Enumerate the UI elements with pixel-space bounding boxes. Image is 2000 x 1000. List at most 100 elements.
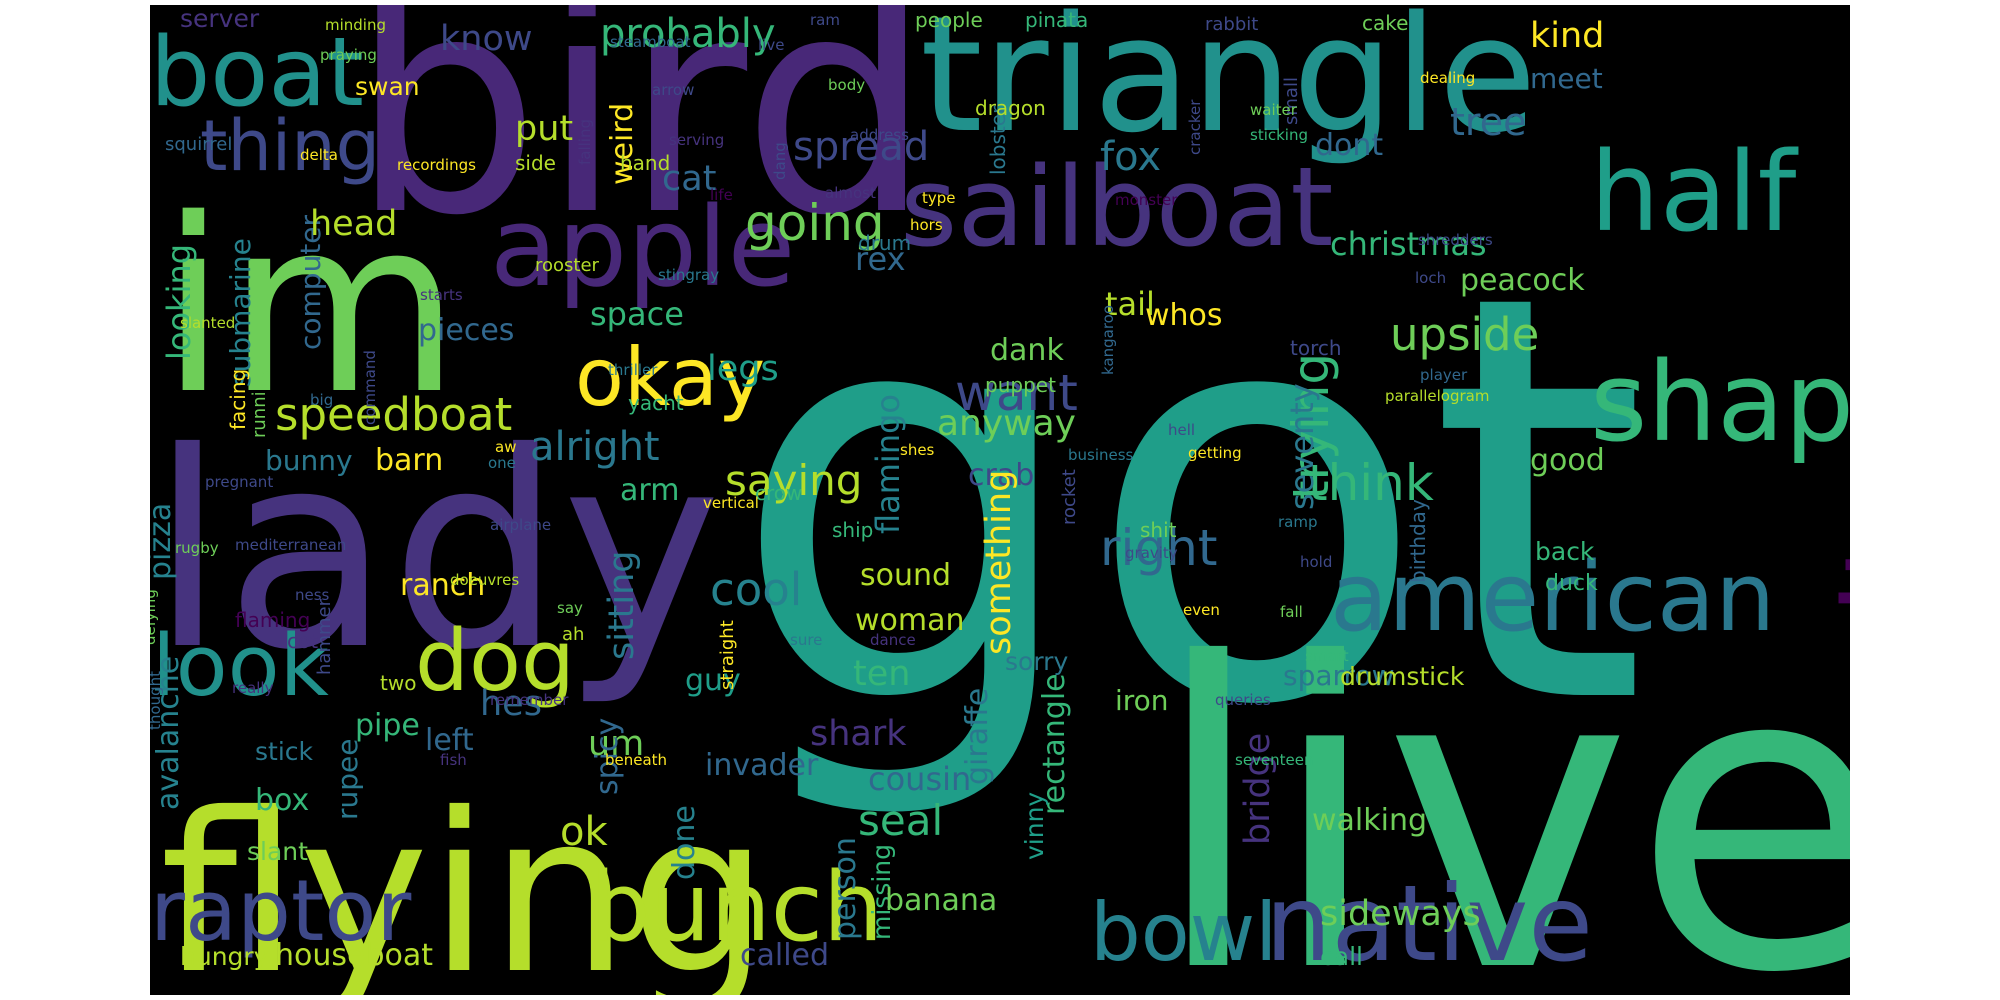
word-thought: thought bbox=[150, 671, 164, 730]
word-drumstick: drumstick bbox=[1340, 662, 1465, 691]
word-thing: thing bbox=[200, 105, 380, 187]
word-dealing: dealing bbox=[1420, 69, 1475, 87]
word-um: um bbox=[588, 724, 644, 764]
word-shark: shark bbox=[810, 714, 907, 754]
word-boat: boat bbox=[150, 18, 364, 128]
word-ship: ship bbox=[832, 518, 873, 542]
word-hold: hold bbox=[1300, 553, 1332, 571]
word-cloud-canvas: gotlivebirdflyingtriangleimladysailboatb… bbox=[150, 5, 1850, 995]
word-apple: apple bbox=[490, 183, 795, 311]
word-rectangle: rectangle bbox=[1037, 673, 1072, 815]
word-alright: alright bbox=[530, 424, 660, 470]
word-raptor: raptor bbox=[150, 862, 411, 961]
word-kangaroo: kangaroo bbox=[1099, 305, 1117, 375]
word-steamboat: steamboat bbox=[610, 33, 691, 51]
word-thriller: thriller bbox=[608, 361, 658, 379]
word-person: person bbox=[828, 837, 863, 940]
word-spread: spread bbox=[793, 124, 929, 170]
word-invader: invader bbox=[705, 748, 819, 783]
word-seal: seal bbox=[858, 796, 943, 845]
word-facing: facing bbox=[226, 369, 250, 430]
word-smart: smart bbox=[1305, 647, 1349, 665]
word-computer: computer bbox=[294, 214, 327, 350]
word-doeuvres: doeuvres bbox=[450, 571, 519, 589]
word-something: something bbox=[979, 470, 1019, 655]
word-shredders: shredders bbox=[1418, 231, 1493, 249]
word-almost: almost bbox=[825, 184, 876, 202]
word-bunch: bunch bbox=[590, 853, 883, 963]
word-seventeen: seventeen bbox=[1235, 751, 1314, 769]
word-dog: dog bbox=[415, 612, 575, 711]
word-look: look bbox=[152, 617, 329, 716]
word-put: put bbox=[515, 109, 573, 149]
word-called: called bbox=[740, 938, 829, 973]
word-aw: aw bbox=[495, 438, 516, 456]
word-swan: swan bbox=[355, 72, 420, 101]
word-think: think bbox=[1308, 454, 1434, 512]
word-rex: rex bbox=[855, 240, 906, 278]
word-life: life bbox=[710, 186, 733, 204]
word-trying: trying bbox=[1282, 353, 1340, 500]
word-ranch: ranch bbox=[400, 568, 485, 603]
word-people: people bbox=[915, 8, 983, 32]
word-got: got bbox=[730, 176, 1648, 828]
word-right: right bbox=[1100, 519, 1217, 577]
word-sideways: sideways bbox=[1320, 894, 1481, 934]
word-say: say bbox=[557, 599, 583, 617]
word-defying: defying bbox=[150, 589, 159, 645]
word-praying: praying bbox=[320, 46, 377, 64]
word-avalanche: avalanche bbox=[151, 656, 186, 810]
word-sailboat: sailboat bbox=[900, 143, 1334, 271]
word-dont: dont bbox=[1315, 128, 1383, 163]
word-box: box bbox=[255, 783, 309, 818]
word-dank: dank bbox=[990, 333, 1064, 368]
word-im: im bbox=[160, 167, 460, 447]
word-houseboat: houseboat bbox=[275, 938, 433, 973]
word-woman: woman bbox=[855, 603, 965, 638]
word-waiter: waiter bbox=[1250, 101, 1298, 119]
word-giraffe: giraffe bbox=[960, 688, 995, 785]
word-puppet: puppet bbox=[985, 373, 1056, 397]
word-american: american bbox=[1330, 543, 1775, 653]
word-okay: okay bbox=[575, 331, 765, 424]
word-body: body bbox=[828, 76, 865, 94]
word-dance: dance bbox=[870, 631, 916, 649]
word-left: left bbox=[425, 723, 474, 758]
word-probably: probably bbox=[600, 11, 776, 57]
word-arm: arm bbox=[620, 473, 679, 508]
word-sticking: sticking bbox=[1250, 126, 1308, 144]
word-lobster: lobster bbox=[986, 105, 1010, 175]
word-serving: serving bbox=[669, 131, 724, 149]
word-shes: shes bbox=[900, 441, 935, 459]
word-crab: crab bbox=[968, 458, 1034, 493]
word-squirrel: squirrel bbox=[165, 134, 232, 155]
word-barn: barn bbox=[375, 443, 443, 478]
word-arrow: arrow bbox=[652, 81, 694, 99]
word-call: call bbox=[1320, 942, 1363, 971]
word-cousin: cousin bbox=[868, 760, 971, 798]
word-native: native bbox=[1265, 863, 1593, 985]
word-remember: remember bbox=[490, 691, 569, 709]
word-flying: flying bbox=[160, 766, 769, 995]
word-weird: weird bbox=[605, 103, 640, 185]
word-done: done bbox=[667, 805, 702, 880]
word-delta: delta bbox=[300, 146, 338, 164]
word-whos: whos bbox=[1145, 298, 1223, 333]
word-torch: torch bbox=[1290, 336, 1342, 360]
word-cake: cake bbox=[1362, 11, 1408, 35]
word-command: command bbox=[361, 350, 379, 425]
word-drum: drum bbox=[858, 231, 911, 255]
word-pinata: pinata bbox=[1025, 8, 1088, 32]
word-slant: slant bbox=[247, 837, 308, 866]
word-getting: getting bbox=[1188, 444, 1242, 462]
word-bird: bird bbox=[350, 5, 932, 281]
word-running: running bbox=[249, 369, 270, 438]
word-hungry: hungry bbox=[180, 942, 269, 971]
word-stingray: stingray bbox=[658, 266, 719, 284]
word-rabbit: rabbit bbox=[1205, 14, 1258, 35]
word-rocket: rocket bbox=[1059, 469, 1080, 525]
word-crow: crow bbox=[755, 481, 802, 505]
word-small: small bbox=[1281, 77, 1302, 125]
word-ok: ok bbox=[560, 809, 608, 855]
word-peacock: peacock bbox=[1460, 263, 1585, 298]
